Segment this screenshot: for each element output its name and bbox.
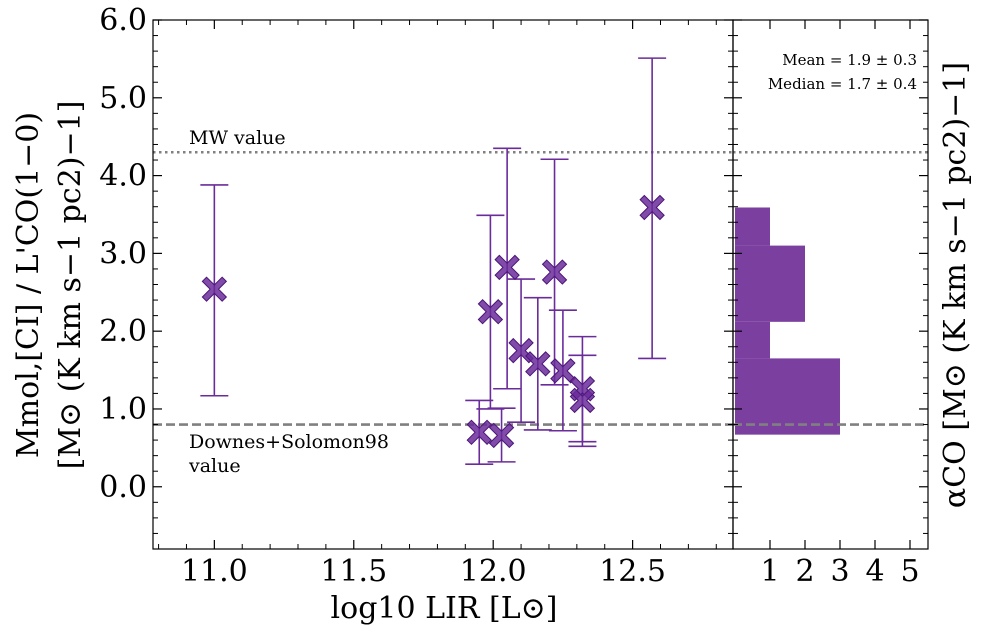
histogram-bars [735, 207, 840, 435]
histogram-frame [732, 19, 929, 550]
x-tick-label-3: 12.5 [599, 554, 666, 589]
histogram-bar-2 [735, 245, 805, 322]
histogram-reference-lines [733, 150, 928, 426]
y-tick-label-4: 4.0 [99, 159, 147, 194]
data-point-8 [550, 358, 576, 384]
data-point-11 [639, 194, 665, 221]
x-tick-label-0: 11.0 [181, 554, 248, 589]
histogram-y-axis-label: αCO [M⊙ (K km s−1 pc2)−1] [938, 62, 973, 508]
data-point-6 [525, 351, 551, 377]
mean-annotation: Mean = 1.9 ± 0.3 [782, 51, 917, 69]
main-plot-panel: 0.0 1.0 2.0 3.0 4.0 5.0 6.0 11.0 11.5 12.0 12.5 MW… [11, 3, 734, 626]
main-axis-ticks: 0.0 1.0 2.0 3.0 4.0 5.0 6.0 11.0 11.5 12.0 12.5 [99, 3, 733, 589]
x-tick-label-2: 12.0 [460, 554, 527, 589]
histogram-bar-3 [735, 207, 770, 246]
hist-x-tick-label-0: 1 [760, 554, 779, 589]
y-tick-label-6: 6.0 [99, 3, 147, 38]
data-point-0 [201, 276, 228, 302]
x-tick-label-1: 11.5 [320, 554, 387, 589]
downes-label-line1: Downes+Solomon98 [189, 431, 389, 453]
data-point-1 [466, 419, 492, 446]
error-bars [200, 57, 667, 466]
histogram-bar-0 [735, 358, 840, 435]
reference-lines [153, 150, 733, 426]
x-axis-label: log10 LIR [L⊙] [331, 591, 558, 626]
data-point-4 [494, 254, 520, 281]
y-axis-label-line1: Mmol,[CI] / L'CO(1−0) [11, 112, 46, 458]
y-axis-label-line2: [M⊙ (K km s−1 pc2)−1] [53, 101, 88, 470]
downes-label-line2: value [188, 455, 241, 477]
y-tick-label-3: 3.0 [99, 236, 147, 271]
data-markers [201, 194, 665, 449]
y-tick-label-0: 0.0 [99, 470, 147, 505]
hist-x-tick-label-2: 3 [830, 554, 849, 589]
data-point-3 [488, 422, 515, 449]
data-point-2 [477, 299, 504, 325]
y-tick-label-1: 1.0 [99, 392, 147, 427]
data-point-10 [569, 387, 596, 414]
median-annotation: Median = 1.7 ± 0.4 [768, 75, 917, 93]
mw-label: MW value [189, 127, 286, 149]
data-point-7 [541, 259, 568, 285]
y-tick-label-2: 2.0 [99, 314, 147, 349]
hist-x-tick-label-1: 2 [795, 554, 814, 589]
hist-x-tick-label-3: 4 [865, 554, 884, 589]
histogram-bar-1 [735, 321, 770, 359]
hist-x-tick-label-4: 5 [900, 554, 919, 589]
y-tick-label-5: 5.0 [99, 81, 147, 116]
